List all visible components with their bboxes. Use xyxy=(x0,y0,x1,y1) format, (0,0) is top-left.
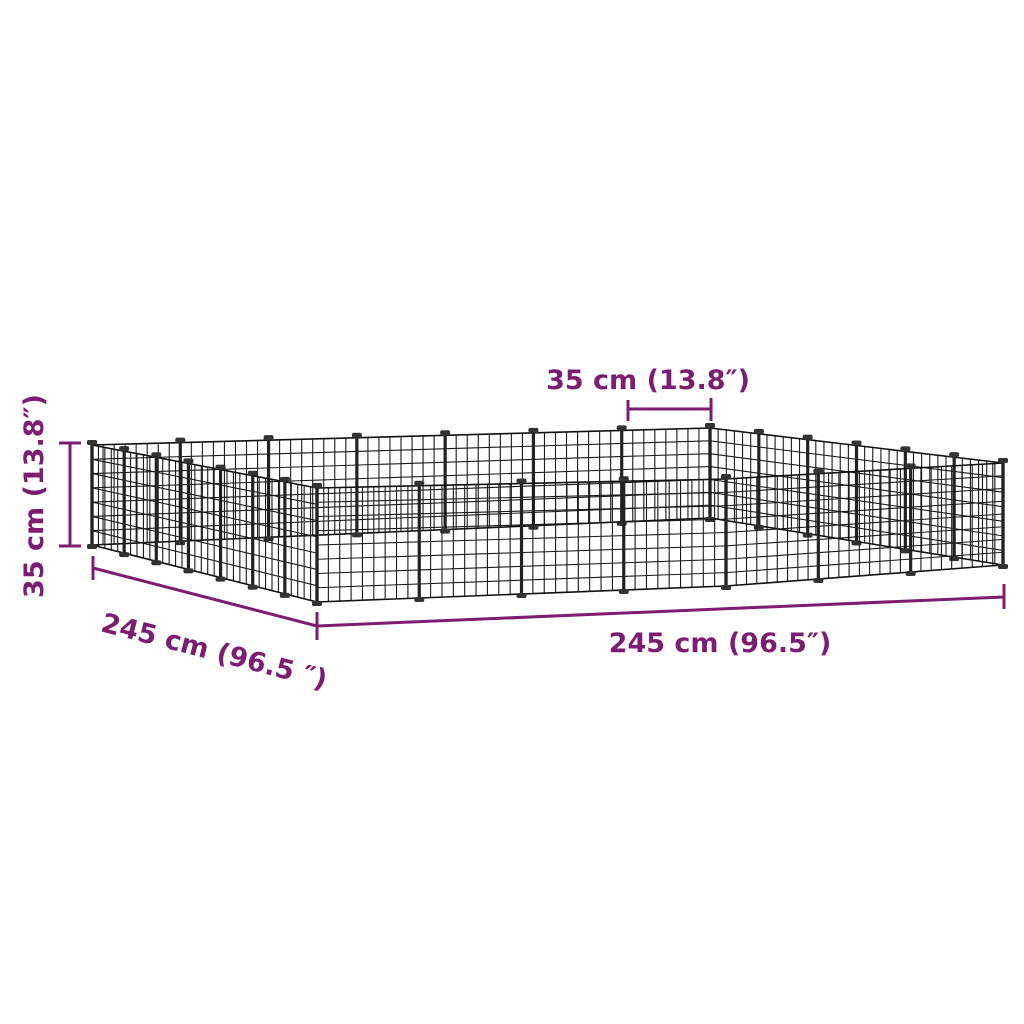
width-dimension-line xyxy=(316,584,1006,628)
post-cap-icon xyxy=(900,446,911,452)
post-cap-icon xyxy=(440,430,451,436)
post-cap-icon xyxy=(312,483,322,488)
post-foot-icon xyxy=(247,584,258,590)
right-front-wall-wire xyxy=(725,487,1004,507)
post-foot-icon xyxy=(351,532,362,538)
post-foot-icon xyxy=(905,571,916,576)
panel-width-label: 35 cm (13.8″) xyxy=(546,365,750,396)
right-front-wall-wire xyxy=(725,475,1004,493)
fence-playpen xyxy=(87,423,1008,606)
post-cap-icon xyxy=(616,425,627,431)
post-cap-icon xyxy=(87,440,97,445)
right-front-wall-wire xyxy=(725,526,1004,547)
back-wall-wire xyxy=(91,440,711,460)
post-cap-icon xyxy=(351,432,362,438)
post-cap-icon xyxy=(813,468,824,474)
post-foot-icon xyxy=(183,568,194,574)
right-front-wall-wire xyxy=(725,462,1004,480)
post-cap-icon xyxy=(247,470,258,476)
post-foot-icon xyxy=(516,593,527,598)
post-foot-icon xyxy=(119,552,130,558)
post-cap-icon xyxy=(215,464,226,470)
height-label: 35 cm (13.8″) xyxy=(19,394,50,598)
right-front-wall-wire xyxy=(725,500,1004,520)
post-cap-icon xyxy=(998,458,1008,463)
post-cap-icon xyxy=(263,435,274,441)
post-foot-icon xyxy=(998,564,1008,569)
left-wall-wire xyxy=(91,444,318,489)
right-front-wall-wire xyxy=(725,551,1004,574)
post-foot-icon xyxy=(87,544,97,549)
post-cap-icon xyxy=(618,476,629,482)
post-cap-icon xyxy=(802,434,813,440)
post-cap-icon xyxy=(175,437,186,443)
post-cap-icon xyxy=(528,427,539,433)
post-cap-icon xyxy=(183,458,194,464)
post-cap-icon xyxy=(851,440,862,446)
post-foot-icon xyxy=(312,601,322,606)
back-wall-wire xyxy=(91,427,711,446)
width-label: 245 cm (96.5″) xyxy=(609,628,832,659)
post-cap-icon xyxy=(721,474,731,479)
post-cap-icon xyxy=(705,423,715,428)
right-front-wall-wire xyxy=(725,564,1004,587)
post-cap-icon xyxy=(119,446,130,452)
left-wall-wire xyxy=(91,530,318,587)
post-foot-icon xyxy=(528,524,539,530)
left-wall-wire xyxy=(91,487,318,538)
post-cap-icon xyxy=(516,478,527,484)
post-cap-icon xyxy=(151,452,162,458)
post-cap-icon xyxy=(753,428,764,434)
post-foot-icon xyxy=(440,528,451,534)
post-foot-icon xyxy=(813,578,824,583)
post-foot-icon xyxy=(753,524,764,530)
left-wall-wire xyxy=(91,473,318,522)
left-wall-wire xyxy=(91,515,318,570)
post-cap-icon xyxy=(414,480,425,486)
height-dimension-line xyxy=(59,441,81,548)
panel-width-dimension-line xyxy=(626,398,713,421)
post-foot-icon xyxy=(215,576,226,582)
post-foot-icon xyxy=(414,597,425,602)
post-cap-icon xyxy=(949,452,960,458)
post-foot-icon xyxy=(151,560,162,566)
post-foot-icon xyxy=(851,540,862,546)
post-cap-icon xyxy=(279,476,290,482)
post-foot-icon xyxy=(175,540,186,546)
post-foot-icon xyxy=(279,592,290,598)
post-foot-icon xyxy=(900,548,911,554)
right-front-wall-wire xyxy=(725,513,1004,534)
post-foot-icon xyxy=(949,556,960,562)
post-cap-icon xyxy=(905,463,916,469)
left-wall-wire xyxy=(91,544,318,603)
right-front-wall-wire xyxy=(725,538,1004,560)
post-foot-icon xyxy=(618,589,629,594)
left-wall-wire xyxy=(91,501,318,554)
left-wall-wire xyxy=(91,458,318,505)
post-foot-icon xyxy=(721,585,731,590)
